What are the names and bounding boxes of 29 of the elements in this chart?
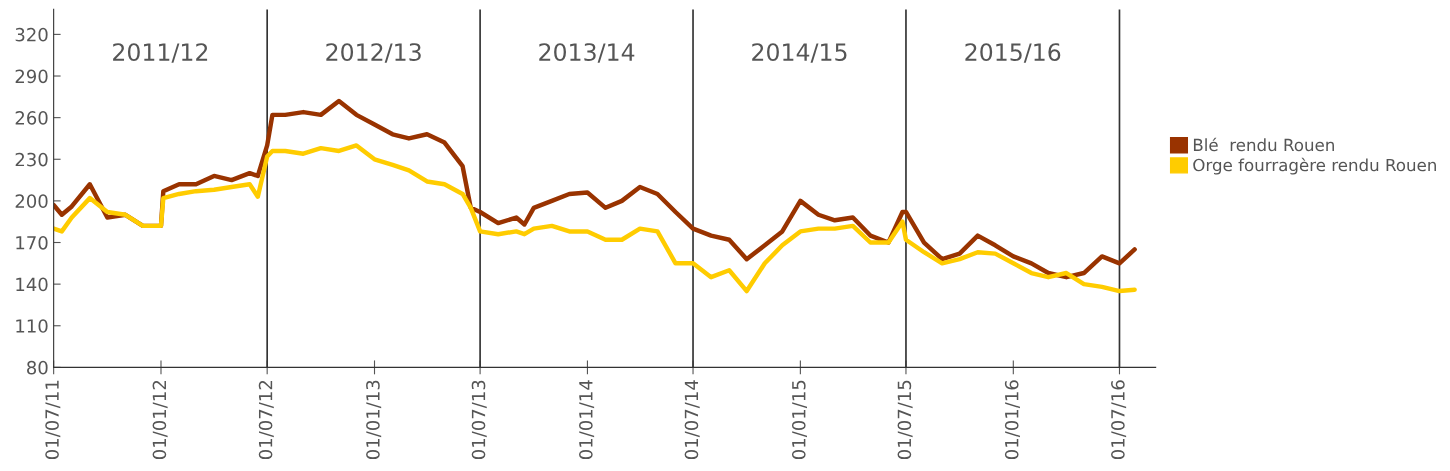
x-tick-label: 01/01/13 <box>366 380 382 460</box>
x-tick-label: 01/07/11 <box>45 380 61 460</box>
x-tick-label: 01/07/13 <box>471 380 487 460</box>
y-tick-label: 200 <box>15 194 48 208</box>
y-tick-label: 170 <box>16 235 48 250</box>
y-tick-label: 260 <box>15 111 48 125</box>
x-tick-label: 01/07/12 <box>258 380 274 460</box>
line-series <box>53 98 1137 280</box>
legend-label: Blé rendu Rouen <box>1193 137 1334 152</box>
x-tick-label: 01/01/16 <box>1004 380 1020 460</box>
y-tick-label: 230 <box>15 152 48 167</box>
x-tick-label: 01/07/16 <box>1111 380 1127 460</box>
annotation: 2014/15 <box>752 43 847 63</box>
x-tick-label: 01/01/12 <box>152 380 168 460</box>
legend-label: Orge fourragère rendu Rouen <box>1193 157 1436 175</box>
annotation: 2011/12 <box>113 43 208 63</box>
y-tick-label: 80 <box>27 360 48 375</box>
x-tick-label: 01/07/15 <box>897 380 913 460</box>
x-tick-label: 01/01/14 <box>579 380 595 460</box>
y-tick-label: 140 <box>16 277 48 292</box>
y-tick-label: 320 <box>15 27 48 42</box>
y-tick-label: 290 <box>15 69 48 84</box>
annotation: 2015/16 <box>965 43 1061 63</box>
x-tick-label: 01/01/15 <box>791 380 808 460</box>
y-tick-label: 110 <box>16 319 48 333</box>
annotation: 2013/14 <box>539 43 635 63</box>
annotation: 2012/13 <box>326 43 421 63</box>
line-series <box>53 143 1137 294</box>
x-tick-label: 01/07/14 <box>684 380 700 460</box>
